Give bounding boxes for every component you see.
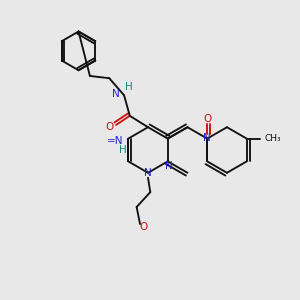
Text: O: O [139,222,147,232]
Text: =N: =N [107,136,123,146]
Text: N: N [144,168,152,178]
Text: N: N [165,161,172,171]
Text: H: H [125,82,133,92]
Text: O: O [203,114,211,124]
Text: H: H [118,146,126,155]
Text: N: N [112,89,120,99]
Text: O: O [105,122,113,132]
Text: CH₃: CH₃ [264,134,281,143]
Text: N: N [203,133,211,142]
